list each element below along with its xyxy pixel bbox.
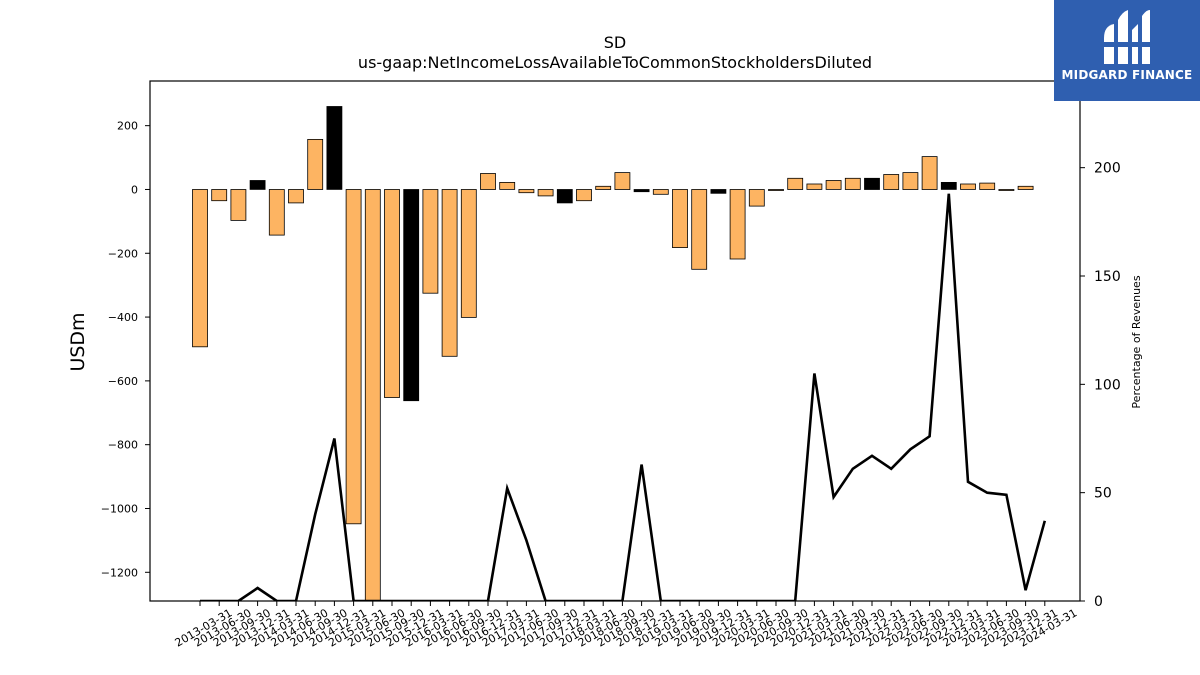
bar-2017-12-31	[556, 189, 573, 204]
bar-2015-06-30	[364, 189, 381, 601]
bar-2018-06-30	[595, 185, 612, 190]
bar-2023-06-30	[979, 182, 996, 190]
bar-2013-12-31	[249, 180, 266, 190]
bar-2019-09-30	[691, 189, 708, 270]
bar-2022-12-31	[940, 181, 957, 190]
bar-2022-09-30	[921, 156, 938, 190]
midgard-logo-icon	[1102, 10, 1152, 64]
bar-2021-06-30	[825, 180, 842, 190]
y-tick-label: −1000	[101, 502, 138, 515]
bar-2016-03-31	[422, 189, 439, 294]
bar-2013-09-30	[230, 189, 247, 221]
bar-2014-03-31	[268, 189, 285, 236]
y-tick-label: 200	[117, 120, 138, 133]
y2-tick-label: 150	[1094, 269, 1121, 285]
bar-2015-09-30	[384, 189, 400, 398]
bar-2014-09-30	[307, 138, 324, 190]
y2-tick-label: 50	[1094, 486, 1112, 502]
bar-2013-06-30	[211, 189, 228, 202]
bar-series	[192, 106, 1034, 601]
bar-2018-09-30	[614, 172, 631, 190]
bar-2021-12-31	[864, 177, 880, 190]
bar-2016-09-30	[460, 189, 477, 318]
bar-2018-03-31	[576, 189, 592, 202]
bar-2017-03-31	[499, 181, 516, 190]
bar-2019-12-31	[710, 189, 727, 194]
y-axis-label: USDm	[67, 312, 89, 371]
y-tick-label: −800	[108, 439, 138, 452]
bar-2013-03-31	[192, 189, 208, 348]
y2-tick-label: 200	[1094, 161, 1121, 177]
bar-2015-03-31	[345, 189, 362, 525]
bar-2022-03-31	[883, 174, 900, 190]
bar-2020-03-31	[729, 189, 746, 260]
bar-2021-09-30	[844, 177, 861, 190]
chart-subtitle: us-gaap:NetIncomeLossAvailableToCommonSt…	[358, 53, 872, 72]
bar-2022-06-30	[902, 172, 919, 190]
plot-frame	[149, 80, 1081, 602]
bar-2021-03-31	[806, 183, 823, 190]
y-tick-label: −600	[108, 375, 138, 388]
bar-2017-09-30	[537, 189, 554, 197]
line-series	[200, 193, 1047, 601]
y2-axis-label: Percentage of Revenues	[1130, 275, 1143, 408]
bar-2014-06-30	[288, 189, 304, 204]
chart-title: SD	[604, 33, 626, 52]
axes: −1200 −1000 −800 −600 −400 −200 0 200 0 50 100 150 2…	[101, 80, 1121, 650]
bar-2023-03-31	[960, 183, 976, 190]
bar-2016-06-30	[441, 189, 458, 357]
bar-2019-06-30	[672, 189, 688, 248]
bar-2016-12-31	[480, 173, 496, 190]
percentage-of-revenues-line	[200, 193, 1047, 601]
y2-tick-label: 100	[1094, 377, 1121, 393]
bar-2020-06-30	[748, 189, 765, 207]
bar-2014-12-31	[326, 106, 343, 190]
bar-2020-09-30	[768, 189, 784, 191]
y-tick-label: −1200	[101, 566, 138, 579]
bar-2017-06-30	[518, 189, 535, 194]
y-tick-label: −400	[108, 311, 138, 324]
y2-tick-label: 0	[1094, 594, 1103, 610]
bar-2015-12-31	[403, 189, 420, 402]
bar-2019-03-31	[652, 189, 669, 195]
bar-2018-12-31	[633, 189, 650, 193]
bar-2023-09-30	[998, 189, 1015, 191]
brand-logo-text: MIDGARD FINANCE	[1061, 68, 1193, 82]
bar-2023-12-31	[1017, 185, 1034, 190]
y-tick-label: 0	[131, 183, 138, 196]
y-tick-label: −200	[108, 247, 138, 260]
bar-2020-12-31	[787, 177, 804, 190]
brand-logo: MIDGARD FINANCE	[1054, 0, 1200, 101]
